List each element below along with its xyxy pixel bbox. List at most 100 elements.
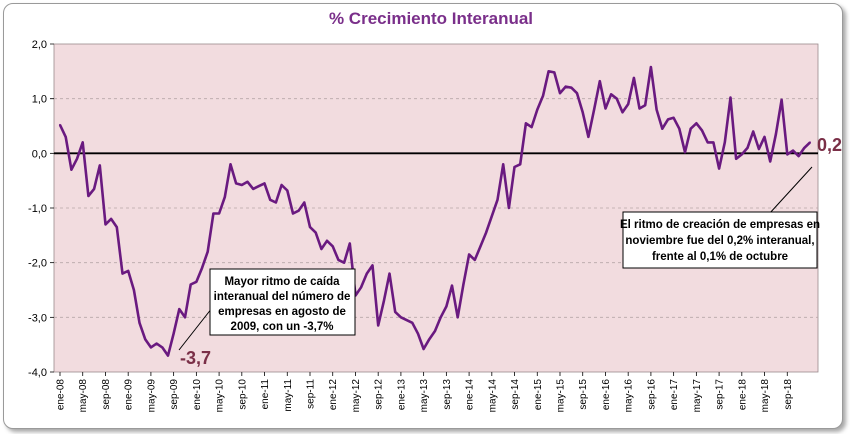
data-point	[519, 163, 522, 166]
x-tick-label: may-08	[78, 379, 89, 413]
y-tick-label: -2,0	[28, 258, 47, 270]
data-point	[212, 212, 215, 215]
x-tick-label: sep-14	[510, 379, 521, 410]
data-point	[468, 253, 471, 256]
data-point	[240, 184, 243, 187]
data-point	[394, 310, 397, 313]
data-point	[746, 146, 749, 149]
data-point	[632, 76, 635, 79]
data-point	[604, 107, 607, 110]
data-point	[184, 316, 186, 319]
data-point	[348, 242, 351, 245]
data-point	[581, 111, 584, 114]
data-point	[155, 342, 158, 345]
min-value-label: -3,7	[180, 348, 211, 368]
data-point	[718, 167, 721, 170]
x-tick-label: sep-12	[374, 379, 385, 410]
callout-last-line-3: frente al 0,1% de octubre	[652, 251, 788, 263]
data-point	[201, 267, 204, 270]
data-point	[76, 157, 79, 160]
callout-last: El ritmo de creación de empresas en novi…	[620, 135, 842, 269]
data-point	[735, 157, 738, 160]
callout-last-pointer	[768, 166, 813, 215]
data-point	[98, 164, 101, 167]
data-point	[93, 187, 96, 190]
data-point	[297, 209, 300, 212]
x-tick-label: may-12	[351, 379, 362, 413]
data-point	[729, 96, 732, 99]
data-point	[274, 201, 277, 204]
data-point	[502, 163, 505, 166]
data-point	[70, 168, 73, 171]
callout-min-line-2: interanual del número de	[214, 291, 351, 303]
x-tick-label: ene-09	[124, 379, 135, 411]
data-point	[598, 80, 601, 83]
data-point	[757, 147, 760, 150]
data-point	[326, 239, 329, 242]
x-tick-label: sep-11	[306, 379, 317, 409]
data-point	[752, 130, 755, 133]
data-point	[536, 108, 539, 111]
x-tick-label: sep-09	[169, 379, 180, 410]
data-point	[149, 346, 152, 349]
x-tick-label: ene-10	[192, 379, 203, 411]
data-point	[593, 108, 596, 111]
data-point	[769, 160, 772, 163]
data-point	[286, 189, 289, 192]
data-point	[564, 85, 567, 88]
data-point	[695, 122, 698, 125]
x-tick-label: ene-17	[669, 379, 680, 411]
data-point	[763, 135, 766, 138]
data-point	[331, 245, 334, 248]
y-tick-label: -4,0	[28, 367, 47, 379]
data-point	[627, 103, 630, 106]
data-point	[661, 127, 664, 130]
data-point	[774, 133, 777, 136]
data-point	[797, 155, 800, 158]
data-point	[280, 184, 283, 187]
x-tick-label: may-17	[692, 379, 703, 413]
data-point	[195, 280, 198, 283]
data-point	[689, 127, 692, 130]
data-point	[309, 226, 311, 229]
data-point	[360, 286, 363, 289]
data-point	[655, 108, 658, 111]
data-point	[473, 258, 476, 261]
data-point	[791, 149, 794, 152]
data-point	[587, 135, 590, 138]
data-point	[110, 217, 113, 220]
data-point	[644, 104, 647, 107]
data-point	[132, 289, 135, 291]
data-point	[422, 348, 425, 351]
data-point	[104, 223, 107, 226]
data-point	[570, 86, 573, 89]
data-point	[434, 330, 436, 332]
data-point	[740, 153, 743, 156]
data-point	[809, 141, 811, 144]
chart-frame: 2,0 1,0 0,0 -1,0 -2,0 -3,0 -4,0 ene-08 may-08 se…	[3, 3, 843, 429]
data-point	[559, 92, 561, 95]
data-point	[649, 65, 652, 68]
x-tick-label: may-16	[624, 379, 635, 413]
data-point	[547, 70, 550, 73]
x-tick-label: sep-18	[783, 379, 794, 410]
data-point	[115, 226, 118, 229]
data-point	[382, 299, 385, 302]
callout-min: Mayor ritmo de caída interanual del núme…	[178, 268, 356, 368]
x-tick-label: ene-16	[601, 379, 612, 411]
x-tick-label: sep-17	[715, 379, 726, 410]
data-point	[462, 283, 465, 286]
data-point	[524, 122, 527, 125]
x-tick-label: ene-13	[396, 379, 407, 411]
x-tick-label: sep-08	[101, 379, 112, 410]
x-tick-label: ene-18	[737, 379, 748, 411]
x-tick-label: sep-13	[442, 379, 453, 410]
data-point	[371, 264, 374, 267]
data-point	[59, 123, 61, 126]
data-point	[388, 272, 391, 275]
data-point	[411, 321, 414, 324]
callout-min-box	[209, 268, 356, 336]
callout-last-line-2: noviembre fue del 0,2% interanual,	[625, 235, 814, 247]
x-tick-label: ene-12	[328, 379, 339, 411]
x-tick-label: ene-15	[533, 379, 544, 411]
